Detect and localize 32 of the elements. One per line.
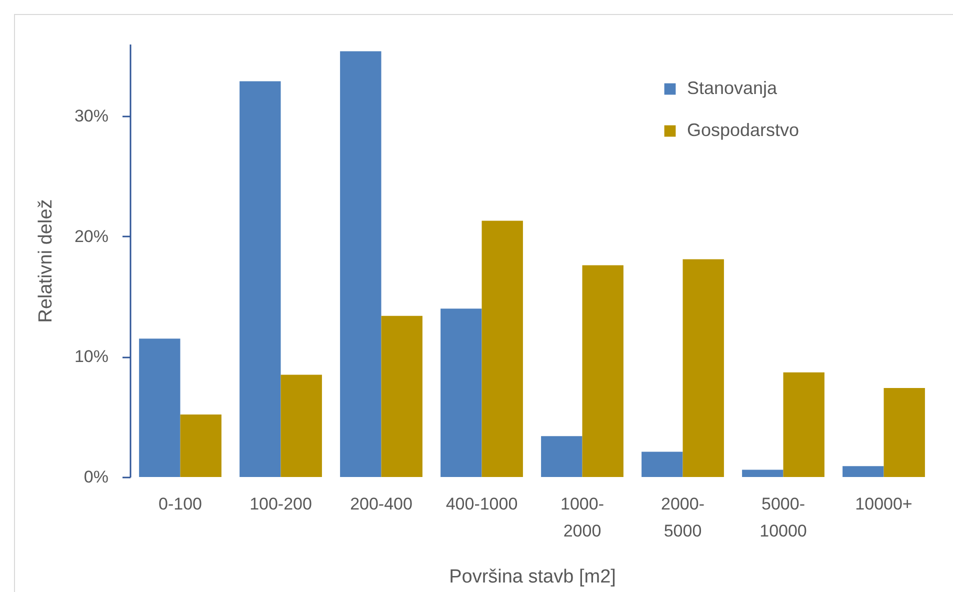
bar [783,372,824,477]
x-tick-label: 10000+ [855,494,912,514]
bar [240,81,281,477]
y-tick-label: 20% [74,226,108,246]
x-tick-label: 5000-10000 [760,494,807,540]
x-tick-label: 100-200 [250,494,312,514]
bar [482,220,523,477]
bar [340,51,382,477]
x-tick-label: 0-100 [158,494,202,514]
bar [280,374,322,477]
bar [682,259,724,477]
x-tick-label: 1000-2000 [560,494,604,540]
y-tick-label: 30% [74,106,108,126]
x-tick-label: 400-1000 [446,494,518,514]
bar [139,338,180,477]
y-axis-title: Relativni delež [35,199,56,323]
x-tick-label: 2000-5000 [661,494,704,540]
bar [582,265,624,477]
bar [742,470,784,477]
bar [440,308,482,477]
bar [541,436,582,477]
bar [884,388,925,477]
x-tick-label: 200-400 [350,494,412,514]
bar [180,414,222,477]
legend-label: Stanovanja [687,78,778,98]
x-axis-title: Površina stavb [m2] [449,566,616,588]
y-tick-label: 10% [74,347,108,366]
bar [642,452,683,477]
y-tick-label: 0% [84,468,108,486]
legend-label: Gospodarstvo [687,120,800,140]
bar [381,316,422,477]
bar [842,466,884,477]
